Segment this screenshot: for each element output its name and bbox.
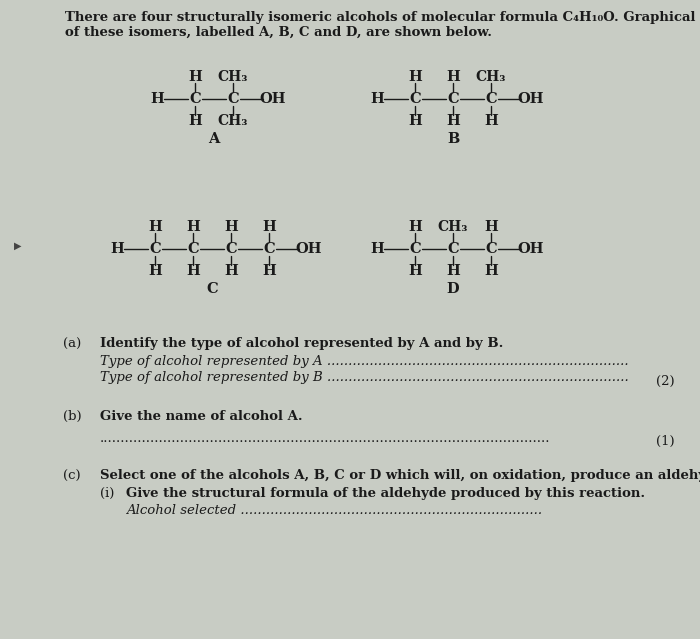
Text: (a): (a) (63, 337, 81, 351)
Text: C: C (410, 92, 421, 106)
Text: (i): (i) (100, 486, 114, 500)
Text: C: C (410, 242, 421, 256)
Text: C: C (485, 242, 497, 256)
Text: H: H (484, 264, 498, 278)
Text: ▶: ▶ (14, 242, 22, 250)
Text: H: H (446, 114, 460, 128)
Text: H: H (186, 264, 200, 278)
Text: CH₃: CH₃ (218, 114, 248, 128)
Text: H: H (408, 220, 422, 234)
Text: of these isomers, labelled A, B, C and D, are shown below.: of these isomers, labelled A, B, C and D… (65, 26, 492, 38)
Text: H: H (408, 264, 422, 278)
Text: H: H (188, 70, 202, 84)
Text: H: H (224, 220, 238, 234)
Text: H: H (150, 92, 164, 106)
Text: H: H (262, 220, 276, 234)
Text: C: C (263, 242, 275, 256)
Text: H: H (370, 92, 384, 106)
Text: H: H (370, 242, 384, 256)
Text: (1): (1) (656, 435, 675, 447)
Text: H: H (446, 70, 460, 84)
Text: CH₃: CH₃ (218, 70, 248, 84)
Text: CH₃: CH₃ (438, 220, 468, 234)
Text: C: C (228, 92, 239, 106)
Text: ................................................................................: ........................................… (100, 431, 550, 445)
Text: Give the structural formula of the aldehyde produced by this reaction.: Give the structural formula of the aldeh… (126, 486, 645, 500)
Text: B: B (447, 132, 459, 146)
Text: (2): (2) (656, 374, 675, 387)
Text: C: C (447, 242, 458, 256)
Text: C: C (485, 92, 497, 106)
Text: H: H (224, 264, 238, 278)
Text: A: A (209, 132, 220, 146)
Text: H: H (188, 114, 202, 128)
Text: H: H (186, 220, 200, 234)
Text: C: C (189, 92, 201, 106)
Text: Type of alcohol represented by A ...............................................: Type of alcohol represented by A .......… (100, 355, 629, 367)
Text: OH: OH (295, 242, 322, 256)
Text: OH: OH (518, 92, 545, 106)
Text: (c): (c) (63, 470, 80, 482)
Text: D: D (447, 282, 459, 296)
Text: Select one of the alcohols A, B, C or D which will, on oxidation, produce an ald: Select one of the alcohols A, B, C or D … (100, 470, 700, 482)
Text: C: C (149, 242, 161, 256)
Text: C: C (187, 242, 199, 256)
Text: H: H (446, 264, 460, 278)
Text: H: H (262, 264, 276, 278)
Text: H: H (148, 220, 162, 234)
Text: CH₃: CH₃ (476, 70, 506, 84)
Text: H: H (484, 220, 498, 234)
Text: Give the name of alcohol A.: Give the name of alcohol A. (100, 410, 302, 422)
Text: H: H (110, 242, 124, 256)
Text: Alcohol selected ...............................................................: Alcohol selected .......................… (126, 504, 542, 516)
Text: C: C (447, 92, 458, 106)
Text: Type of alcohol represented by B ...............................................: Type of alcohol represented by B .......… (100, 371, 629, 385)
Text: H: H (484, 114, 498, 128)
Text: There are four structurally isomeric alcohols of molecular formula C₄H₁₀O. Graph: There are four structurally isomeric alc… (65, 12, 700, 24)
Text: (b): (b) (63, 410, 82, 422)
Text: Identify the type of alcohol represented by A and by B.: Identify the type of alcohol represented… (100, 337, 503, 351)
Text: H: H (148, 264, 162, 278)
Text: C: C (206, 282, 218, 296)
Text: OH: OH (518, 242, 545, 256)
Text: H: H (408, 70, 422, 84)
Text: H: H (408, 114, 422, 128)
Text: C: C (225, 242, 237, 256)
Text: OH: OH (260, 92, 286, 106)
